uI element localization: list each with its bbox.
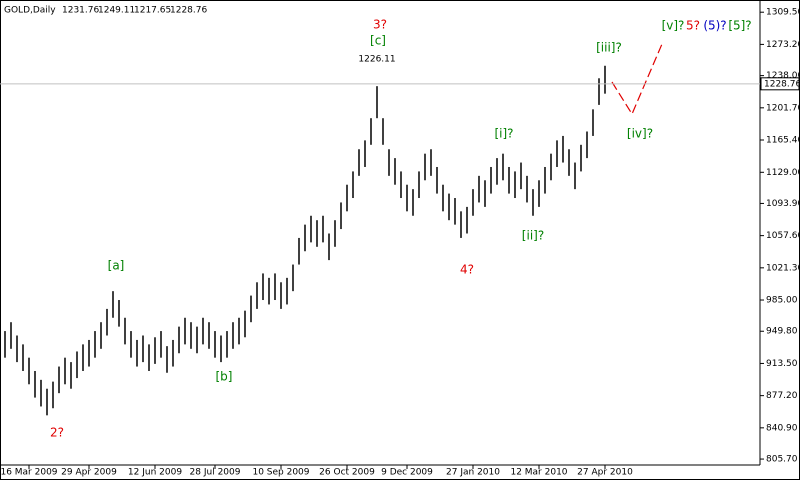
header-ohlc: 1217.65: [134, 6, 171, 16]
y-tick-label: 1129.00: [766, 168, 800, 178]
wave-label: [iii]?: [596, 41, 622, 55]
x-tick-label: 26 Oct 2009: [319, 468, 375, 478]
wave-label: [iv]?: [627, 127, 653, 141]
y-tick-label: 1165.40: [766, 136, 800, 146]
wave-label: 4?: [460, 263, 474, 277]
x-tick-label: 12 Jun 2009: [128, 468, 182, 478]
x-tick-label: 27 Jan 2010: [446, 468, 500, 478]
header-ohlc: 1231.76: [62, 6, 99, 16]
y-tick-label: 1021.30: [766, 263, 800, 273]
wave-label: [5]?: [728, 19, 751, 33]
wave-label: 2?: [50, 426, 64, 440]
wave-label: [ii]?: [522, 229, 544, 243]
y-tick-label: 1057.60: [766, 231, 800, 241]
price-box: [760, 77, 800, 91]
price-label: 1228.76: [764, 79, 800, 89]
x-tick-label: 10 Sep 2009: [252, 468, 309, 478]
header-ohlc: 1249.11: [98, 6, 135, 16]
header-ohlc: 1228.76: [170, 6, 207, 16]
wave-label: [v]?: [662, 19, 685, 33]
y-tick-label: 877.20: [766, 391, 798, 401]
wave-label: 5?: [686, 19, 700, 33]
wave-label: [b]: [216, 370, 233, 384]
wave-label: [c]: [370, 34, 386, 48]
y-tick-label: 805.70: [766, 455, 798, 465]
y-tick-label: 1201.70: [766, 103, 800, 113]
wave-label: [a]: [108, 259, 125, 273]
y-tick-label: 840.90: [766, 423, 798, 433]
x-tick-label: 28 Jul 2009: [190, 468, 241, 478]
peak-label: 1226.11: [358, 55, 395, 65]
y-tick-label: 1273.20: [766, 40, 800, 50]
y-tick-label: 985.00: [766, 296, 798, 306]
x-tick-label: 9 Dec 2009: [381, 468, 433, 478]
wave-label: [i]?: [494, 127, 513, 141]
wave-label: 3?: [373, 18, 387, 32]
y-tick-label: 1238.00: [766, 71, 800, 81]
y-tick-label: 1093.90: [766, 199, 800, 209]
x-tick-label: 12 Mar 2010: [510, 468, 567, 478]
y-tick-label: 1309.50: [766, 8, 800, 18]
y-tick-label: 949.80: [766, 327, 798, 337]
x-tick-label: 27 Apr 2010: [577, 468, 633, 478]
symbol: GOLD,Daily: [4, 6, 56, 16]
x-tick-label: 29 Apr 2009: [61, 468, 117, 478]
x-tick-label: 16 Mar 2009: [0, 468, 57, 478]
y-tick-label: 913.50: [766, 359, 798, 369]
wave-label: (5)?: [703, 19, 726, 33]
